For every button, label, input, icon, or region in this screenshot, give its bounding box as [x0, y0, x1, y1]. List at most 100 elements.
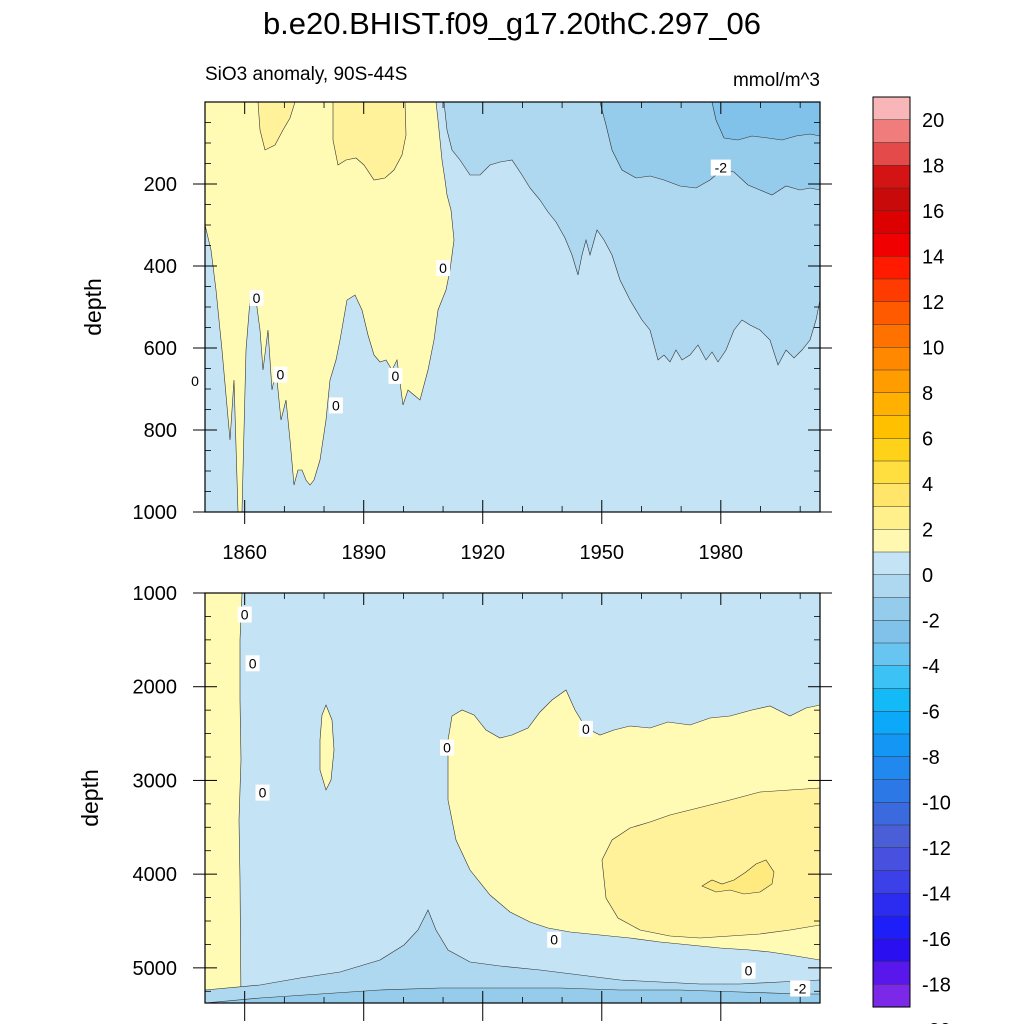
colorbar-swatch: [872, 187, 911, 212]
y-tick-label: 1000: [133, 502, 178, 524]
colorbar-label: -6: [922, 701, 940, 723]
y-tick-label: 3000: [133, 770, 178, 792]
contour-label: 0: [332, 397, 340, 413]
units-label: mmol/m^3: [733, 70, 820, 91]
colorbar-swatch: [872, 415, 911, 439]
colorbar-label: 0: [922, 565, 933, 587]
colorbar-swatch: [872, 620, 911, 644]
colorbar-label: -4: [922, 656, 940, 678]
upper-contour-labels: 0 0 0 0 0 0 -2: [188, 159, 731, 414]
contour-label: 0: [443, 740, 451, 756]
colorbar-label: -20: [922, 1020, 951, 1024]
contour-label: 0: [745, 963, 753, 979]
lower-negative-bottom-core: [205, 987, 820, 1003]
lower-thin-positive-lens: [319, 704, 335, 791]
upper-positive-core: [332, 102, 407, 181]
colorbar-label: 20: [922, 110, 944, 132]
colorbar-swatch: [872, 369, 911, 394]
lower-contour-field: [205, 593, 820, 1003]
x-tick-label: 1950: [580, 542, 625, 564]
colorbar-label: 6: [922, 428, 933, 450]
colorbar-label: -8: [922, 747, 940, 769]
contour-label-box: [249, 289, 264, 306]
y-tick-label: 2000: [133, 677, 178, 699]
colorbar-label: 12: [922, 292, 944, 314]
colorbar-swatch: [872, 642, 911, 667]
contour-label-box: [578, 720, 593, 737]
upper-x-tick-labels: 1860 1890 1920 1950 1980: [222, 542, 743, 564]
colorbar-swatch: [872, 392, 911, 417]
contour-label-box: [440, 739, 455, 756]
lower-y-tick-labels: 1000 2000 3000 4000 5000: [133, 583, 178, 980]
lower-axis-ticks: [193, 592, 832, 1021]
contour-label-box: [245, 655, 260, 672]
colorbar-label: -14: [922, 883, 951, 905]
x-tick-label: 1920: [460, 542, 505, 564]
colorbar-label: -12: [922, 838, 951, 860]
colorbar-swatch: [872, 460, 911, 485]
colorbar-label: -16: [922, 929, 951, 951]
colorbar-labels: 20181614121086420-2-4-6-8-10-12-14-16-18…: [922, 110, 951, 1024]
lower-contour-labels: 0 0 0 0 0 0 0 -2: [237, 606, 811, 997]
y-tick-label: 4000: [133, 864, 178, 886]
colorbar-label: 16: [922, 201, 944, 223]
colorbar-swatch: [872, 802, 911, 826]
upper-positive-region: [205, 102, 455, 512]
contour-label-box: [273, 366, 288, 383]
y-tick-label: 1000: [133, 583, 178, 605]
colorbar-label: -10: [922, 792, 951, 814]
contour-label: 0: [241, 607, 249, 623]
colorbar-label: -2: [922, 610, 940, 632]
contour-label: 0: [276, 367, 284, 383]
x-tick-label: 1860: [222, 542, 267, 564]
colorbar-swatch: [872, 347, 911, 371]
y-tick-label: 200: [144, 174, 177, 196]
colorbar-swatch: [872, 165, 911, 189]
figure-title: b.e20.BHIST.f09_g17.20thC.297_06: [263, 6, 761, 41]
lower-plot-frame: [204, 592, 821, 1004]
colorbar-swatch: [872, 324, 911, 348]
contour-label-box: [547, 931, 562, 948]
lower-positive-core: [601, 787, 820, 939]
colorbar: [872, 96, 911, 1008]
colorbar-swatch: [872, 597, 911, 621]
contour-label: 0: [249, 655, 257, 671]
colorbar-swatch: [872, 529, 911, 553]
colorbar-swatch: [872, 756, 911, 781]
colorbar-label: 4: [922, 474, 933, 496]
lower-positive-max: [701, 859, 775, 895]
y-tick-label: 600: [144, 338, 177, 360]
contour-label-box: [188, 372, 203, 389]
colorbar-swatch: [872, 256, 911, 280]
colorbar-swatch: [872, 893, 911, 917]
colorbar-swatch: [872, 824, 911, 849]
colorbar-swatch: [872, 233, 911, 257]
figure-subtitle: SiO3 anomaly, 90S-44S: [205, 64, 407, 85]
contour-label: 0: [392, 368, 400, 384]
colorbar-swatch: [872, 142, 911, 166]
lower-negative-bottom: [205, 909, 820, 1003]
colorbar-swatch: [872, 711, 911, 735]
contour-label: 0: [191, 373, 199, 389]
colorbar-swatch: [872, 506, 911, 530]
colorbar-swatch: [872, 438, 911, 462]
colorbar-label: 8: [922, 383, 933, 405]
contour-label-box: [237, 606, 252, 623]
contour-label-box: [741, 962, 756, 979]
contour-label: 0: [439, 260, 447, 276]
contour-label-box: [255, 784, 270, 801]
contour-label-box: [328, 397, 343, 414]
y-tick-label: 5000: [133, 958, 178, 980]
contour-label-box: [710, 159, 731, 176]
contour-label: 0: [253, 290, 261, 306]
contour-label-box: [436, 260, 451, 277]
colorbar-swatch: [872, 779, 911, 803]
lower-panel: 1000 2000 3000 4000 5000 0 0 0 0 0 0 0 -2 depth: [77, 583, 832, 1021]
colorbar-label: 2: [922, 519, 933, 541]
colorbar-swatch: [872, 210, 911, 235]
x-tick-label: 1980: [699, 542, 744, 564]
upper-y-tick-labels: 200 400 600 800 1000: [133, 174, 178, 524]
colorbar-swatch: [872, 483, 911, 508]
colorbar-swatch: [872, 847, 911, 872]
colorbar-swatch: [872, 551, 911, 576]
